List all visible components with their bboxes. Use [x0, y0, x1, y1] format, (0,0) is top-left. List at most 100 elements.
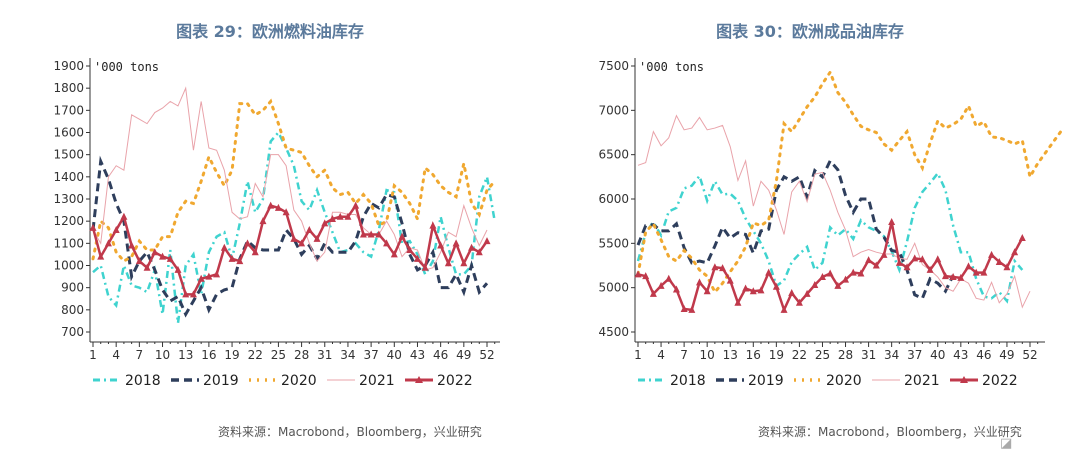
- chart-title-fuel-oil: 图表 29：欧洲燃料油库存: [176, 22, 364, 41]
- series-2022-point: [688, 305, 696, 313]
- x-tick-label: 19: [224, 348, 239, 362]
- series-2022-point: [1011, 248, 1019, 256]
- x-tick-label: 34: [884, 348, 899, 362]
- series-2022-point: [298, 239, 306, 247]
- legend-label-2018: 2018: [670, 373, 706, 389]
- chart-1: '000 tons 4500 5000 5500 6000 6500 7000 7500 1 4 7…: [598, 58, 1063, 389]
- source-note-left: 资料来源：Macrobond，Bloomberg，兴业研究: [218, 425, 482, 439]
- series-2022-point: [159, 252, 167, 260]
- series-2022-point: [934, 255, 942, 263]
- x-tick-label: 1: [89, 348, 97, 362]
- series-2022-point: [988, 250, 996, 258]
- x-tick-label: 46: [976, 348, 991, 362]
- series-2022-point: [880, 250, 888, 258]
- series-2019-line: [636, 158, 955, 301]
- series-2022-point: [413, 254, 421, 262]
- y-tick-label: 5000: [598, 281, 629, 295]
- series-2022-point: [995, 257, 1003, 265]
- series-2022-point: [174, 265, 182, 273]
- series-2022-line: [91, 202, 489, 296]
- x-tick-label: 43: [410, 348, 425, 362]
- y-tick-label: 6500: [598, 148, 629, 162]
- series-2022-point: [980, 268, 988, 276]
- series-2022-point: [826, 269, 834, 277]
- x-tick-label: 25: [271, 348, 286, 362]
- x-tick-label: 40: [387, 348, 402, 362]
- series-2022-point: [328, 214, 336, 222]
- series-2022-point: [135, 257, 143, 265]
- y-tick-label: 1200: [53, 214, 84, 228]
- series-2022-point: [189, 290, 197, 298]
- legend-label-2021: 2021: [359, 373, 395, 389]
- series-2022-point: [657, 281, 665, 289]
- series-2022-point: [834, 281, 842, 289]
- x-tick-label: 16: [201, 348, 216, 362]
- series-2022-point: [842, 275, 850, 283]
- series-2022-point: [695, 278, 703, 286]
- series-2022-point: [872, 261, 880, 269]
- series-2022-point: [818, 273, 826, 281]
- series-2022-point: [726, 276, 734, 284]
- series-2022-point: [672, 285, 680, 293]
- series-2022-point: [112, 226, 120, 234]
- series-2022-point: [282, 208, 290, 216]
- y-tick-label: 1500: [53, 148, 84, 162]
- unit-label: '000 tons: [94, 60, 159, 74]
- series-2022-point: [344, 212, 352, 220]
- legend-label-2019: 2019: [203, 373, 239, 389]
- series-2022-point: [267, 201, 275, 209]
- chart-0: '000 tons7008009001000110012001300140015…: [53, 58, 500, 389]
- x-tick-label: 52: [1022, 348, 1037, 362]
- legend-label-2022: 2022: [437, 373, 473, 389]
- series-2022-point: [313, 234, 321, 242]
- x-tick-label: 10: [155, 348, 170, 362]
- series-2022-point: [788, 288, 796, 296]
- x-tick-label: 31: [317, 348, 332, 362]
- series-2022-point: [429, 221, 437, 229]
- series-2022-point: [367, 230, 375, 238]
- x-tick-label: 19: [769, 348, 784, 362]
- series-2022-point: [649, 289, 657, 297]
- series-2022-point: [703, 287, 711, 295]
- series-2022-point: [220, 243, 228, 251]
- y-tick-label: 700: [61, 325, 84, 339]
- series-2022-point: [383, 239, 391, 247]
- series-2021-line: [92, 86, 488, 271]
- x-tick-label: 13: [723, 348, 738, 362]
- series-2020-line: [91, 98, 497, 263]
- legend-marker: [960, 376, 968, 383]
- series-2022-line: [637, 221, 1024, 314]
- legend-label-2020: 2020: [826, 373, 862, 389]
- series-2022-point: [742, 284, 750, 292]
- series-2022-point: [89, 223, 97, 231]
- x-tick-label: 34: [340, 348, 355, 362]
- series-2022-point: [811, 281, 819, 289]
- series-2022-point: [274, 203, 282, 211]
- series-2022-point: [795, 298, 803, 306]
- series-2022-point: [865, 256, 873, 264]
- series-2022-point: [437, 241, 445, 249]
- series-2022-point: [857, 269, 865, 277]
- series-2022-point: [780, 305, 788, 313]
- series-2022-point: [475, 248, 483, 256]
- series-2022-point: [421, 263, 429, 271]
- series-2018-line: [636, 170, 1024, 304]
- series-2022-point: [120, 212, 128, 220]
- series-2022-point: [888, 218, 896, 226]
- series-2022-point: [244, 239, 252, 247]
- series-2022-point: [895, 258, 903, 266]
- x-tick-label: 4: [112, 348, 120, 362]
- x-tick-label: 4: [657, 348, 665, 362]
- watermark-logo: ◪: [1000, 436, 1013, 451]
- x-tick-label: 49: [999, 348, 1014, 362]
- x-tick-label: 37: [907, 348, 922, 362]
- series-2022-point: [634, 270, 642, 278]
- x-tick-label: 22: [248, 348, 263, 362]
- series-2022-point: [452, 239, 460, 247]
- y-tick-label: 1300: [53, 192, 84, 206]
- series-2022-point: [228, 254, 236, 262]
- series-2022-point: [903, 263, 911, 271]
- y-tick-label: 1100: [53, 236, 84, 250]
- series-2022-point: [803, 289, 811, 297]
- series-2022-point: [352, 201, 360, 209]
